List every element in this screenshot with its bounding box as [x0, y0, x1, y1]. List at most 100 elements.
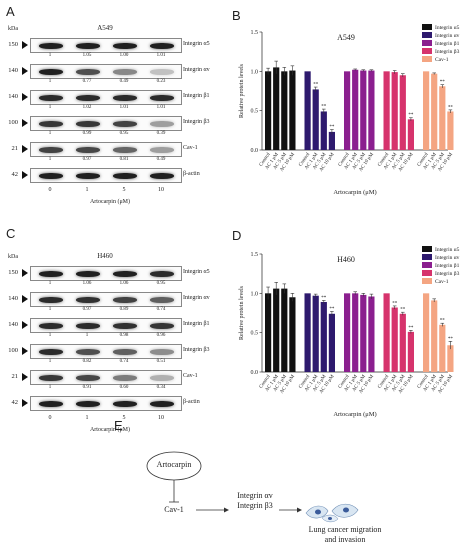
bar — [265, 293, 272, 372]
significance-marker: ** — [329, 307, 335, 312]
band-quantification: 1 — [48, 385, 52, 390]
band-quantification: 0.97 — [82, 307, 92, 312]
legend-label: Integrin β3 — [435, 49, 460, 55]
migrating-cells-icon — [304, 499, 362, 523]
protein-band — [39, 68, 63, 75]
protein-label: Cav-1 — [183, 373, 198, 379]
bar — [399, 313, 406, 372]
significance-marker: ** — [329, 125, 335, 130]
row-marker — [22, 92, 28, 101]
bar — [383, 293, 390, 372]
chart-title: A549 — [337, 33, 355, 42]
molecular-weight: 21 — [11, 145, 19, 152]
drug-label: Artocarpin — [156, 460, 192, 469]
molecular-weight: 100 — [8, 347, 18, 354]
band-quantification: 0.97 — [82, 157, 92, 162]
y-tick-label: 0.0 — [251, 148, 259, 154]
row-marker — [22, 144, 28, 153]
blot-title-h460: H460 — [97, 252, 113, 260]
blot-xlabel: Artocarpin (μM) — [89, 427, 131, 433]
blot-strip — [30, 266, 182, 281]
blot-xlabel: Artocarpin (μM) — [89, 199, 131, 205]
protein-band — [113, 348, 137, 355]
blot-strip — [30, 64, 182, 79]
bar — [391, 72, 398, 150]
bar — [447, 345, 454, 372]
western-blot-a549: A549 kDa 150 Integrin α5 1 1.05 1.00 1.01 140 In… — [0, 0, 230, 270]
legend-swatch — [422, 48, 432, 54]
legend-swatch — [422, 270, 432, 276]
protein-band — [76, 68, 100, 75]
bar — [391, 307, 398, 372]
row-marker — [22, 346, 28, 355]
chart-title: H460 — [337, 255, 355, 264]
x-axis-label: Artocarpin (μM) — [333, 189, 376, 196]
protein-band — [76, 94, 100, 101]
band-quantification: 0.39 — [156, 131, 166, 136]
blot-strip — [30, 318, 182, 333]
protein-band — [150, 146, 174, 153]
bar — [431, 300, 438, 372]
band-quantification: 0.95 — [156, 281, 166, 286]
band-quantification: 1.06 — [119, 281, 129, 286]
dose-label: 1 — [85, 415, 89, 421]
band-quantification: 0.96 — [156, 333, 166, 338]
protein-band — [39, 400, 63, 407]
significance-marker: ** — [321, 296, 327, 301]
protein-label: Cav-1 — [183, 145, 198, 151]
bar — [344, 293, 351, 372]
legend-label: Cav-1 — [435, 279, 449, 285]
protein-band — [76, 172, 100, 179]
protein-band — [39, 270, 63, 277]
bar — [281, 288, 288, 372]
kda-unit: kDa — [8, 26, 18, 32]
bar — [439, 86, 446, 150]
significance-marker: ** — [321, 105, 327, 110]
panel-letter-a: A — [6, 4, 15, 19]
protein-band — [39, 296, 63, 303]
bar — [368, 70, 375, 150]
protein-band — [150, 42, 174, 49]
y-tick-label: 1.0 — [251, 291, 259, 297]
molecular-weight: 140 — [8, 295, 18, 302]
bar — [439, 324, 446, 372]
band-quantification: 1 — [48, 359, 52, 364]
band-quantification: 1 — [48, 131, 52, 136]
bar — [399, 75, 406, 150]
bar — [352, 293, 359, 372]
row-marker — [22, 40, 28, 49]
protein-band — [39, 94, 63, 101]
legend-label: Integrin αv — [435, 255, 460, 261]
protein-label: Integrin α5 — [183, 269, 210, 275]
legend-swatch — [422, 246, 432, 252]
legend-swatch — [422, 262, 432, 268]
bar — [265, 71, 272, 150]
protein-band — [39, 172, 63, 179]
blot-title-a549: A549 — [97, 24, 113, 32]
molecular-weight: 100 — [8, 119, 18, 126]
bar — [289, 70, 296, 150]
protein-label: Integrin β1 — [183, 321, 210, 327]
protein-band — [76, 348, 100, 355]
protein-label: Integrin α5 — [183, 41, 210, 47]
band-quantification: 0.23 — [156, 79, 166, 84]
significance-marker: ** — [440, 319, 446, 324]
significance-marker: ** — [408, 326, 414, 331]
dose-label: 1 — [85, 187, 89, 193]
significance-marker: ** — [448, 337, 454, 342]
significance-marker: ** — [313, 83, 319, 88]
band-quantification: 0.49 — [156, 157, 166, 162]
y-tick-label: 0.0 — [251, 370, 259, 376]
legend-label: Cav-1 — [435, 57, 449, 63]
protein-label: Integrin β1 — [183, 93, 210, 99]
band-quantification: 0.74 — [119, 359, 129, 364]
band-quantification: 1.02 — [82, 105, 92, 110]
protein-band — [76, 120, 100, 127]
bar — [407, 331, 414, 372]
protein-band — [113, 400, 137, 407]
bar — [328, 131, 335, 150]
band-quantification: 1 — [48, 79, 52, 84]
protein-band — [150, 400, 174, 407]
band-quantification: 0.89 — [119, 307, 129, 312]
